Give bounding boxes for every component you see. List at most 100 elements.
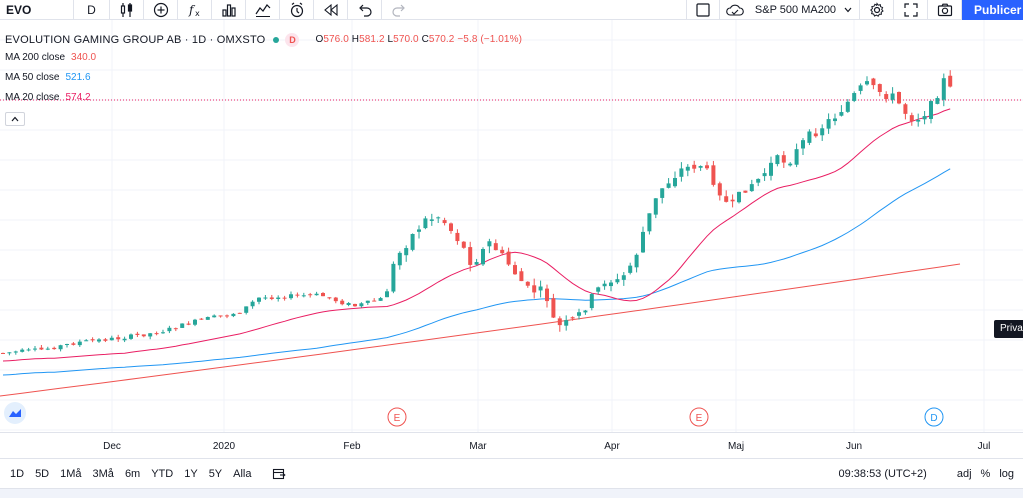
candle-body <box>756 178 761 183</box>
candle-body <box>199 318 204 320</box>
range-ytd-button[interactable]: YTD <box>151 467 174 480</box>
svg-text:x: x <box>195 9 200 18</box>
low-value: 570.0 <box>393 34 419 45</box>
candle-body <box>397 252 402 266</box>
tradingview-logo-icon[interactable] <box>4 402 26 424</box>
fullscreen-icon[interactable] <box>894 0 928 20</box>
range-3m-button[interactable]: 3Må <box>92 467 114 480</box>
templates-icon[interactable] <box>246 0 280 20</box>
range-1m-button[interactable]: 1Må <box>60 467 82 480</box>
candle-body <box>378 298 383 301</box>
candle-body <box>545 288 549 302</box>
range-all-button[interactable]: Alla <box>233 467 252 480</box>
candle-body <box>13 351 18 353</box>
candles-icon[interactable] <box>110 0 144 20</box>
event-label: E <box>394 413 401 424</box>
goto-date-icon[interactable] <box>272 467 286 481</box>
earnings-marker[interactable]: E <box>387 407 407 427</box>
candle-body <box>385 291 389 298</box>
undo-icon[interactable] <box>348 0 382 20</box>
chart-pane[interactable]: E E D EVOLUTION GAMING GROUP AB · 1D · OMX… <box>0 20 1023 432</box>
candle-body <box>877 84 882 92</box>
delayed-data-badge[interactable]: D <box>285 33 300 47</box>
clock-timezone[interactable]: 09:38:53 (UTC+2) <box>838 467 927 480</box>
dividend-marker[interactable]: D <box>924 407 944 427</box>
earnings-marker[interactable]: E <box>689 407 709 427</box>
cloud-layout-icon <box>726 4 744 16</box>
candle-body <box>225 315 229 317</box>
candle-body <box>417 229 421 232</box>
range-1d-button[interactable]: 1D <box>10 467 25 480</box>
candle-body <box>570 317 575 319</box>
candle-body <box>685 166 690 171</box>
log-toggle[interactable]: log <box>999 467 1014 480</box>
range-1y-button[interactable]: 1Y <box>184 467 198 480</box>
alert-icon[interactable] <box>280 0 314 20</box>
fullscreen-checkbox-icon[interactable] <box>686 0 720 20</box>
interval-button[interactable]: D <box>74 0 110 20</box>
ma20-label: MA 20 close <box>5 92 60 103</box>
candle-body <box>641 231 645 253</box>
adj-toggle[interactable]: adj <box>956 467 972 480</box>
add-indicator-icon[interactable] <box>144 0 178 20</box>
candle-body <box>116 337 121 340</box>
price-chart[interactable]: E E D <box>0 20 1023 432</box>
candle-body <box>692 164 697 169</box>
time-axis[interactable]: Dec 2020 Feb Mar Apr Maj Jun Jul <box>0 432 1023 458</box>
candle-body <box>813 133 818 137</box>
candle-body <box>205 316 210 320</box>
candle-body <box>781 155 786 163</box>
candle-body <box>647 213 652 232</box>
candle-body <box>391 263 396 292</box>
candle-body <box>948 75 953 87</box>
candle-body <box>20 349 25 352</box>
candle-body <box>282 297 287 299</box>
candle-body <box>173 328 178 330</box>
candle-body <box>308 294 313 296</box>
candle-body <box>365 300 370 303</box>
candle-body <box>7 352 12 354</box>
range-6m-button[interactable]: 6m <box>124 467 141 480</box>
candle-body <box>711 165 716 185</box>
publish-button[interactable]: Publicer <box>962 0 1023 20</box>
chevron-up-icon <box>11 116 19 122</box>
candle-body <box>404 248 409 256</box>
bar-chart-icon[interactable] <box>212 0 246 20</box>
candle-body <box>820 128 825 136</box>
range-5y-button[interactable]: 5Y <box>208 467 223 480</box>
candle-body <box>77 341 82 346</box>
redo-icon[interactable] <box>382 0 416 20</box>
horizontal-scrollbar[interactable] <box>0 488 1023 498</box>
legend-ma50[interactable]: MA 50 close 521.6 <box>5 68 522 88</box>
candle-body <box>615 279 620 283</box>
legend-ma20[interactable]: MA 20 close 574.2 <box>5 88 522 108</box>
candle-body <box>513 265 517 275</box>
candle-body <box>583 310 588 313</box>
candle-body <box>263 297 268 299</box>
bottom-toolbar: 1D 5D 1Må 3Må 6m YTD 1Y 5Y Alla 09:38:53… <box>0 458 1023 488</box>
compare-selector[interactable]: S&P 500 MA200 <box>720 0 860 20</box>
candle-body <box>775 155 780 165</box>
replay-icon[interactable] <box>314 0 348 20</box>
ma20-line <box>2 108 951 362</box>
candle-body <box>71 343 76 345</box>
candle-body <box>788 163 793 166</box>
settings-gear-icon[interactable] <box>860 0 894 20</box>
percent-toggle[interactable]: % <box>980 467 991 480</box>
candle-body <box>109 337 114 341</box>
time-tick: Feb <box>343 441 361 452</box>
compare-label: S&P 500 MA200 <box>754 3 837 16</box>
legend-ma200[interactable]: MA 200 close 340.0 <box>5 48 522 68</box>
candle-body <box>551 298 556 318</box>
candle-body <box>628 265 633 273</box>
candle-body <box>666 183 671 188</box>
legend-collapse-button[interactable] <box>5 112 25 126</box>
candle-body <box>237 312 242 314</box>
camera-snapshot-icon[interactable] <box>928 0 962 20</box>
range-5d-button[interactable]: 5D <box>35 467 50 480</box>
candle-body <box>250 301 255 307</box>
candle-body <box>269 297 274 300</box>
ma50-label: MA 50 close <box>5 72 60 83</box>
symbol-search[interactable]: EVO <box>0 0 74 20</box>
